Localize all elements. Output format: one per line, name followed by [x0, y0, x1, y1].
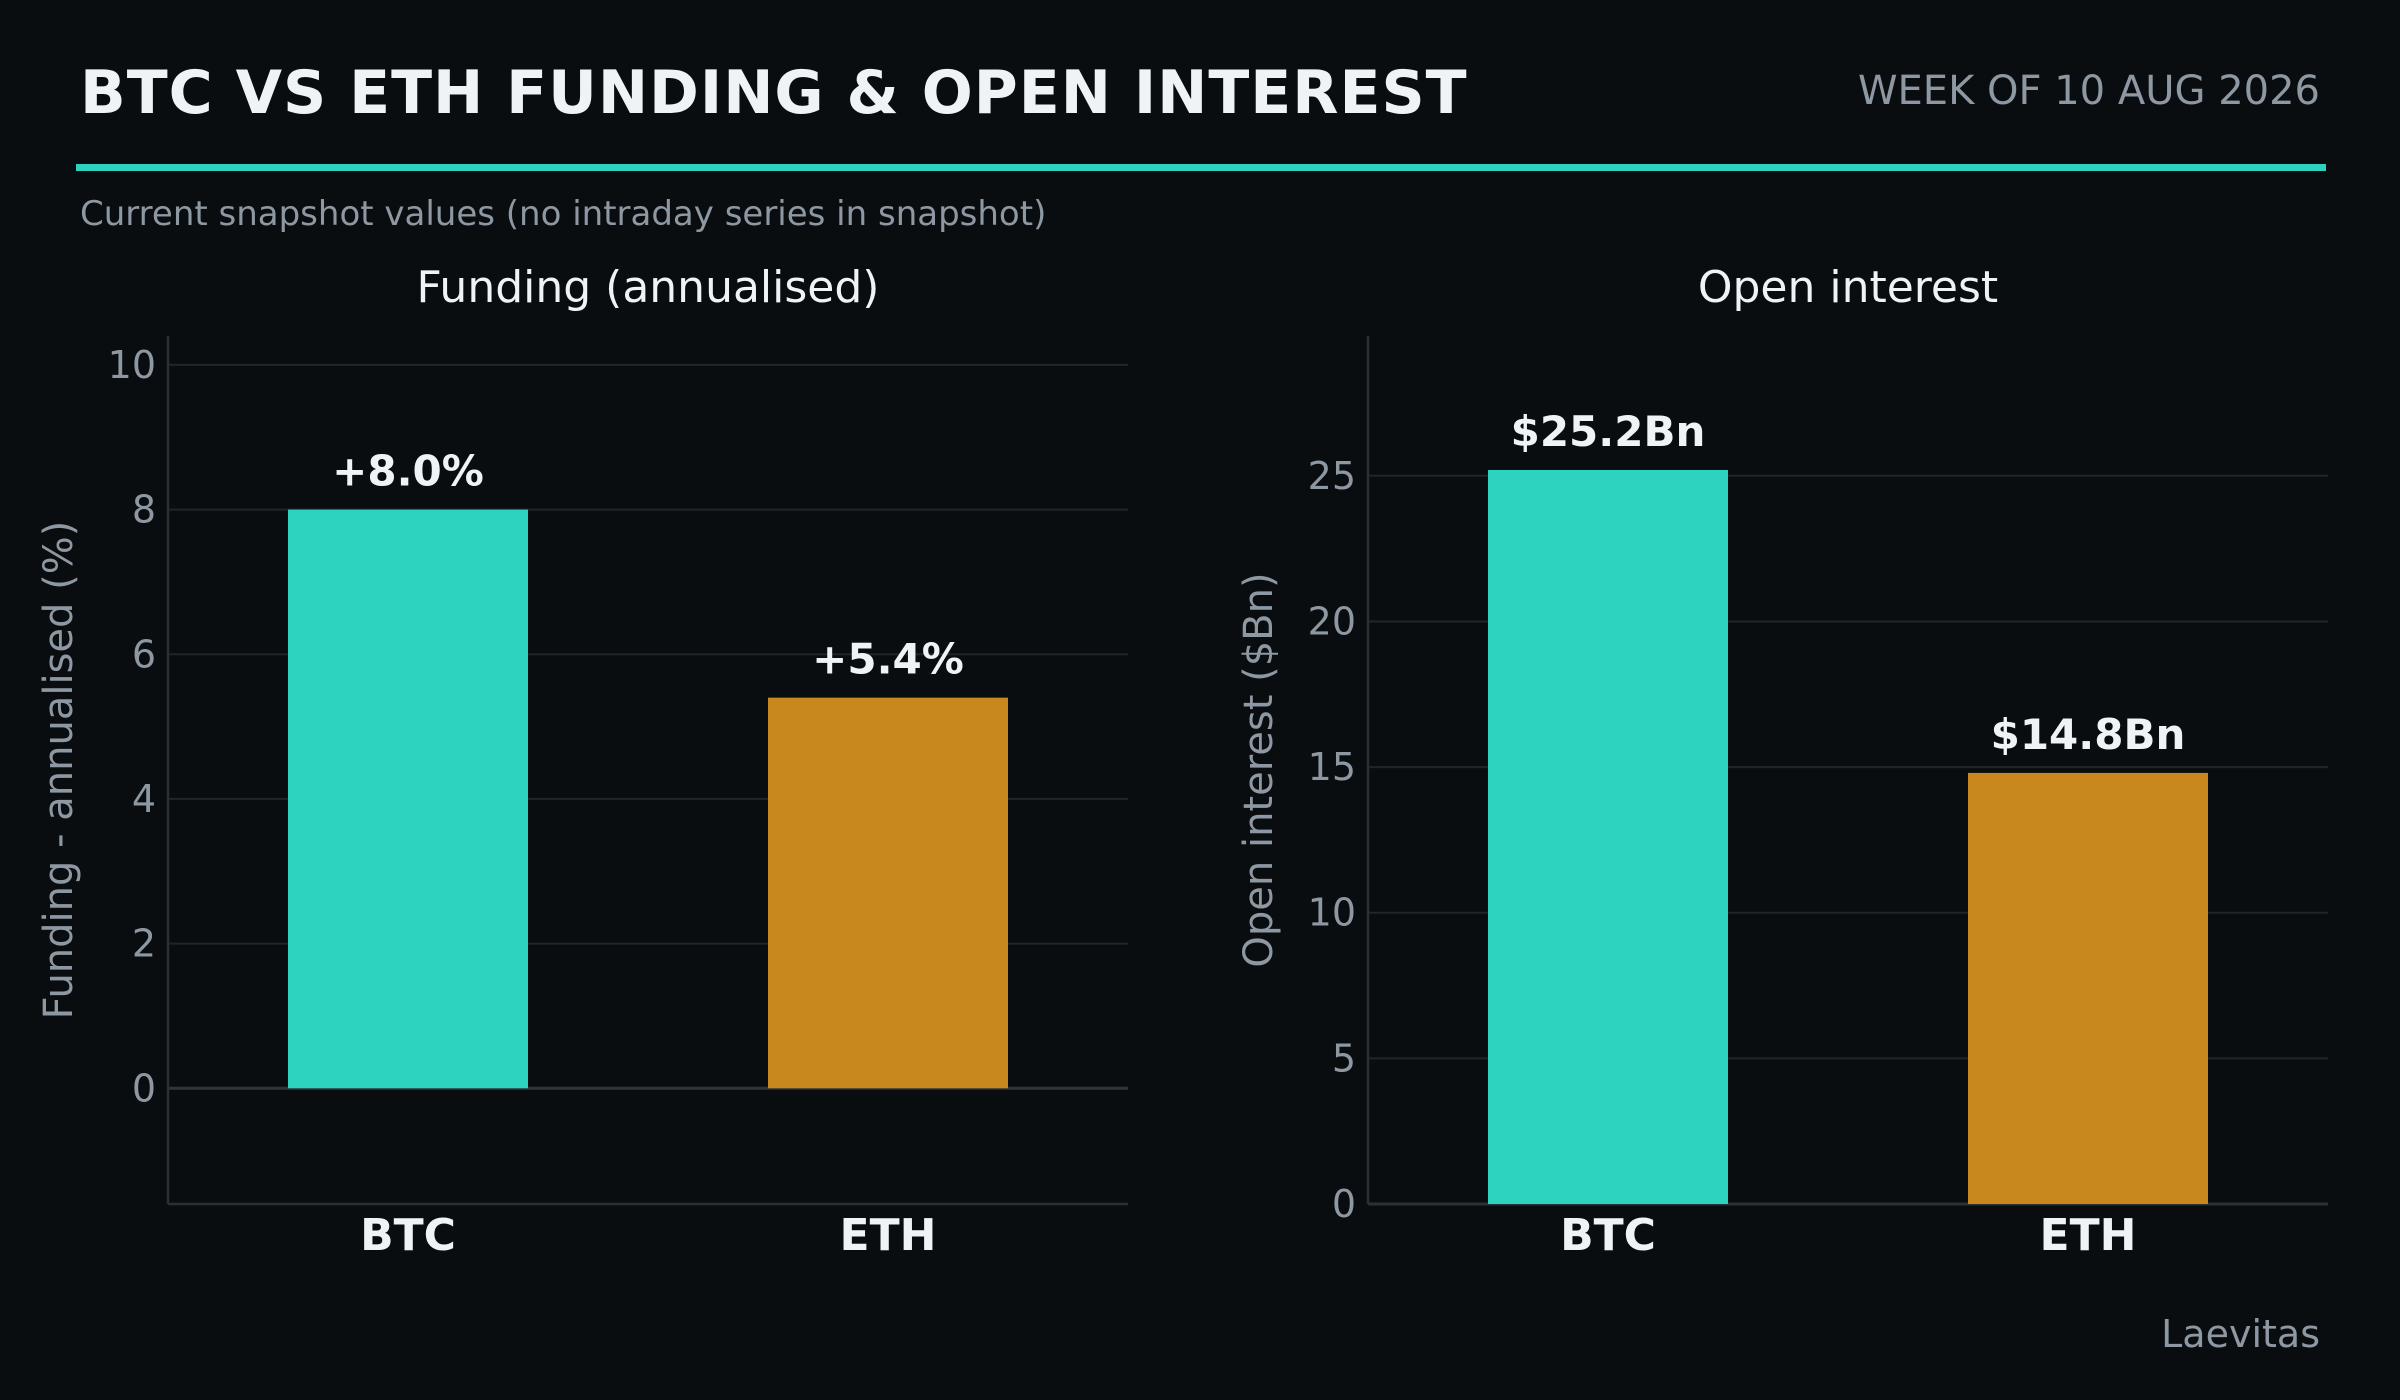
- funding-y-axis-label: Funding - annualised (%): [36, 521, 82, 1020]
- page-subtitle: Current snapshot values (no intraday ser…: [80, 194, 1047, 234]
- open-interest-chart: Open interest 0 5 10 15 20 25 Open interest ($B…: [1236, 262, 2328, 1261]
- open-interest-bar-eth: [1968, 772, 2208, 1204]
- open-interest-y-tick-label: 5: [1332, 1036, 1356, 1080]
- week-label: WEEK OF 10 AUG 2026: [1857, 68, 2320, 114]
- open-interest-y-tick-label: 0: [1332, 1182, 1356, 1226]
- funding-y-tick-label: 8: [132, 488, 156, 532]
- open-interest-y-tick-label: 25: [1308, 454, 1356, 498]
- funding-data-label-eth: +5.4%: [812, 635, 964, 684]
- open-interest-panel-title: Open interest: [1698, 262, 1998, 313]
- funding-category-label-btc: BTC: [360, 1210, 456, 1261]
- header-rule: [76, 164, 2326, 171]
- open-interest-y-axis-label: Open interest ($Bn): [1236, 572, 1282, 967]
- funding-bar-eth: [768, 697, 1008, 1089]
- funding-category-label-eth: ETH: [840, 1210, 937, 1261]
- open-interest-data-label-eth: $14.8Bn: [1991, 710, 2186, 759]
- funding-y-tick-label: 2: [132, 922, 156, 966]
- funding-y-tick-label: 4: [132, 777, 156, 821]
- funding-data-label-btc: +8.0%: [332, 447, 484, 496]
- funding-chart: Funding (annualised) 0 2 4 6 8 10 Funding - ann…: [36, 262, 1128, 1261]
- open-interest-category-label-btc: BTC: [1560, 1210, 1656, 1261]
- funding-panel-title: Funding (annualised): [417, 262, 880, 313]
- funding-bar-btc: [288, 509, 528, 1089]
- open-interest-category-label-eth: ETH: [2040, 1210, 2137, 1261]
- page-title: BTC VS ETH FUNDING & OPEN INTEREST: [80, 58, 1468, 128]
- source-label: Laevitas: [2161, 1312, 2320, 1356]
- funding-y-tick-label: 6: [132, 632, 156, 676]
- open-interest-bar-btc: [1488, 469, 1728, 1204]
- funding-y-tick-label: 10: [108, 343, 156, 387]
- open-interest-y-tick-label: 10: [1308, 891, 1356, 935]
- open-interest-data-label-btc: $25.2Bn: [1511, 407, 1706, 456]
- open-interest-y-tick-label: 20: [1308, 599, 1356, 643]
- open-interest-y-tick-label: 15: [1308, 745, 1356, 789]
- funding-y-tick-label: 0: [132, 1066, 156, 1110]
